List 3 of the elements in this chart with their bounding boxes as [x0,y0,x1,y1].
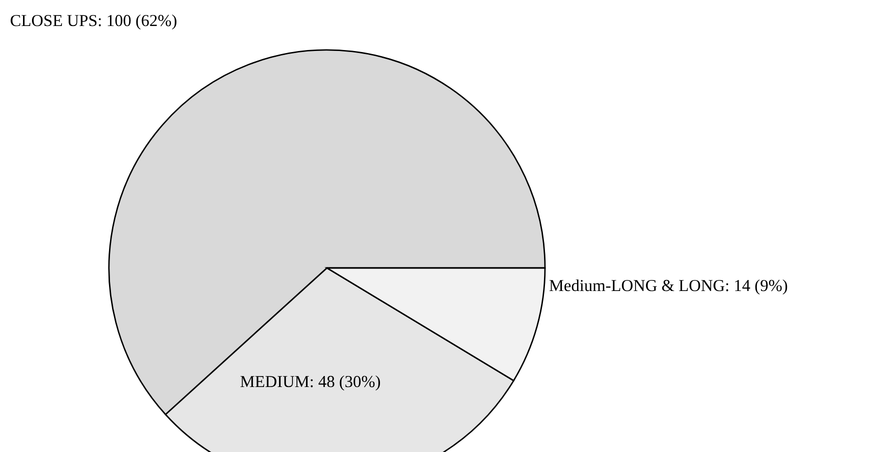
slice-label: MEDIUM: 48 (30%) [240,375,380,391]
slice-label: Medium-LONG & LONG: 14 (9%) [549,279,788,295]
slice-label: CLOSE UPS: 100 (62%) [10,14,176,30]
